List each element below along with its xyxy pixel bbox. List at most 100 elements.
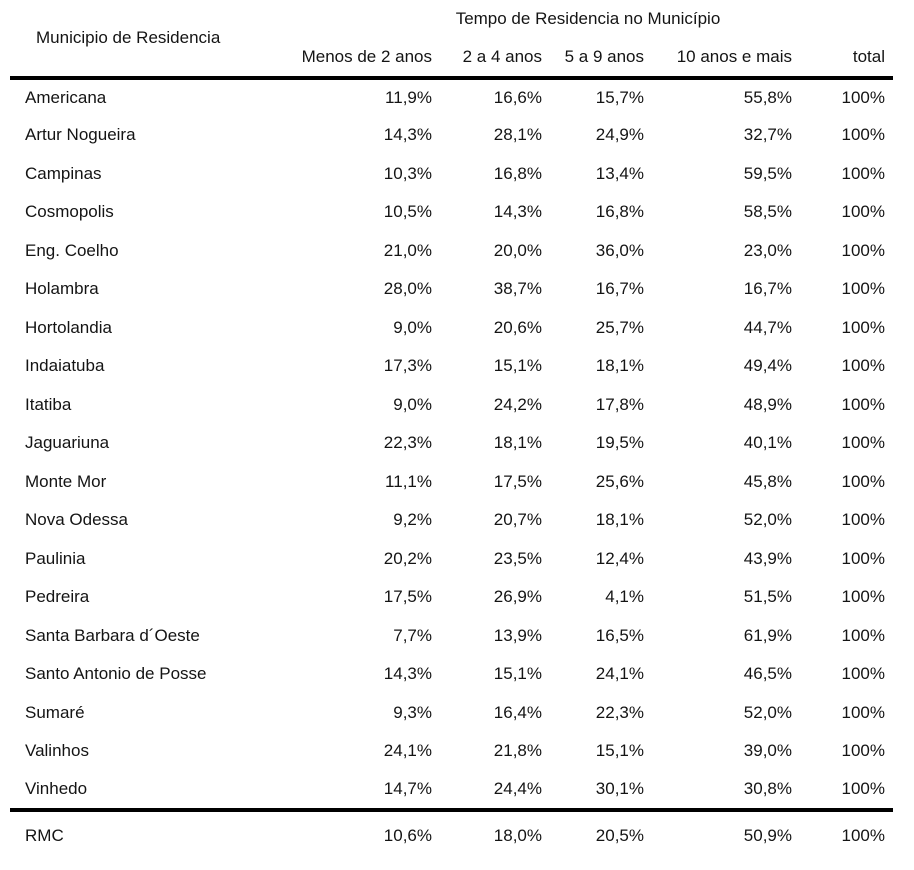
percentage-cell: 9,2% [393, 510, 432, 530]
column-header-menos-de-2-anos: Menos de 2 anos [283, 39, 440, 80]
municipality-name: Santa Barbara d´Oeste [25, 625, 200, 645]
percentage-cell: 23,5% [493, 548, 542, 568]
percentage-cell: 61,9% [743, 625, 792, 645]
table-row: Nova Odessa 9,2% 20,7% 18,1% 52,0% 100% [10, 502, 893, 541]
table-row: Pedreira 17,5% 26,9% 4,1% 51,5% 100% [10, 579, 893, 618]
municipality-name: Monte Mor [25, 471, 107, 491]
percentage-cell: 20,7% [493, 510, 542, 530]
municipality-name: Artur Nogueira [25, 125, 136, 145]
percentage-cell: 22,3% [595, 702, 644, 722]
percentage-cell: 17,5% [493, 471, 542, 491]
percentage-cell: 43,9% [743, 548, 792, 568]
percentage-cell: 40,1% [743, 433, 792, 453]
percentage-cell: 9,0% [393, 317, 432, 337]
percentage-cell: 24,1% [383, 741, 432, 761]
percentage-cell: 21,0% [383, 240, 432, 260]
footer-region-name: RMC [10, 807, 283, 862]
percentage-cell: 9,0% [393, 394, 432, 414]
table-body: Americana 11,9% 16,6% 15,7% 55,8% 100% Artur N… [10, 78, 893, 810]
total-cell: 100% [841, 510, 885, 530]
total-cell: 100% [841, 163, 885, 183]
table-row: Monte Mor 11,1% 17,5% 25,6% 45,8% 100% [10, 463, 893, 502]
total-cell: 100% [841, 548, 885, 568]
table-row: Valinhos 24,1% 21,8% 15,1% 39,0% 100% [10, 733, 893, 772]
residence-time-table: Municipio de Residencia Tempo de Residen… [10, 0, 893, 862]
percentage-cell: 10,6% [283, 807, 440, 862]
municipality-name: Eng. Coelho [25, 240, 119, 260]
group-header: Tempo de Residencia no Município [455, 9, 721, 29]
percentage-cell: 22,3% [383, 433, 432, 453]
total-cell: 100% [841, 471, 885, 491]
percentage-cell: 26,9% [493, 587, 542, 607]
municipality-name: Hortolandia [25, 317, 112, 337]
percentage-cell: 17,8% [595, 394, 644, 414]
footer-row-rmc: RMC 10,6% 18,0% 20,5% 50,9% 100% [10, 807, 893, 862]
percentage-cell: 52,0% [743, 510, 792, 530]
percentage-cell: 14,3% [383, 664, 432, 684]
municipality-name: Paulinia [25, 548, 86, 568]
municipality-name: Jaguariuna [25, 433, 110, 453]
municipality-name: Santo Antonio de Posse [25, 664, 207, 684]
municipality-name: Campinas [25, 163, 102, 183]
table-row: Paulinia 20,2% 23,5% 12,4% 43,9% 100% [10, 540, 893, 579]
total-cell: 100% [841, 433, 885, 453]
table-row: Indaiatuba 17,3% 15,1% 18,1% 49,4% 100% [10, 348, 893, 387]
percentage-cell: 15,1% [493, 356, 542, 376]
percentage-cell: 51,5% [743, 587, 792, 607]
percentage-cell: 28,1% [493, 125, 542, 145]
column-header-5-a-9-anos: 5 a 9 anos [550, 39, 652, 80]
percentage-cell: 45,8% [743, 471, 792, 491]
percentage-cell: 18,1% [595, 510, 644, 530]
percentage-cell: 15,7% [595, 87, 644, 107]
total-cell: 100% [841, 202, 885, 222]
percentage-cell: 32,7% [743, 125, 792, 145]
percentage-cell: 15,1% [493, 664, 542, 684]
total-cell: 100% [800, 807, 893, 862]
table-row: Itatiba 9,0% 24,2% 17,8% 48,9% 100% [10, 386, 893, 425]
table-row: Cosmopolis 10,5% 14,3% 16,8% 58,5% 100% [10, 194, 893, 233]
percentage-cell: 16,7% [595, 279, 644, 299]
percentage-cell: 11,1% [385, 471, 432, 491]
total-cell: 100% [841, 587, 885, 607]
percentage-cell: 25,6% [595, 471, 644, 491]
table-row: Eng. Coelho 21,0% 20,0% 36,0% 23,0% 100% [10, 232, 893, 271]
table-footer: RMC 10,6% 18,0% 20,5% 50,9% 100% [10, 807, 893, 862]
table-row: Hortolandia 9,0% 20,6% 25,7% 44,7% 100% [10, 309, 893, 348]
row-header-title: Municipio de Residencia [10, 0, 283, 80]
percentage-cell: 17,3% [383, 356, 432, 376]
percentage-cell: 12,4% [595, 548, 644, 568]
municipality-name: Pedreira [25, 587, 90, 607]
municipality-name: Nova Odessa [25, 510, 128, 530]
percentage-cell: 20,0% [493, 240, 542, 260]
percentage-cell: 18,0% [440, 807, 550, 862]
table-row: Jaguariuna 22,3% 18,1% 19,5% 40,1% 100% [10, 425, 893, 464]
table-row: Campinas 10,3% 16,8% 13,4% 59,5% 100% [10, 155, 893, 194]
percentage-cell: 50,9% [652, 807, 800, 862]
percentage-cell: 14,7% [383, 778, 432, 798]
table-row: Vinhedo 14,7% 24,4% 30,1% 30,8% 100% [10, 771, 893, 810]
municipality-name: Cosmopolis [25, 202, 114, 222]
municipality-name: Indaiatuba [25, 356, 105, 376]
percentage-cell: 52,0% [743, 702, 792, 722]
percentage-cell: 24,4% [493, 778, 542, 798]
percentage-cell: 30,8% [743, 778, 792, 798]
percentage-cell: 58,5% [743, 202, 792, 222]
percentage-cell: 7,7% [393, 625, 432, 645]
percentage-cell: 24,9% [595, 125, 644, 145]
percentage-cell: 16,6% [493, 87, 542, 107]
percentage-cell: 38,7% [493, 279, 542, 299]
percentage-cell: 15,1% [595, 741, 644, 761]
percentage-cell: 10,5% [383, 202, 432, 222]
percentage-cell: 20,5% [550, 807, 652, 862]
table-row: Sumaré 9,3% 16,4% 22,3% 52,0% 100% [10, 694, 893, 733]
percentage-cell: 20,6% [493, 317, 542, 337]
percentage-cell: 18,1% [493, 433, 542, 453]
percentage-cell: 17,5% [383, 587, 432, 607]
percentage-cell: 16,4% [493, 702, 542, 722]
total-cell: 100% [841, 778, 885, 798]
percentage-cell: 16,7% [743, 279, 792, 299]
table-row: Artur Nogueira 14,3% 28,1% 24,9% 32,7% 100% [10, 117, 893, 156]
percentage-cell: 20,2% [383, 548, 432, 568]
table-header: Municipio de Residencia Tempo de Residen… [10, 0, 893, 80]
table-row: Holambra 28,0% 38,7% 16,7% 16,7% 100% [10, 271, 893, 310]
